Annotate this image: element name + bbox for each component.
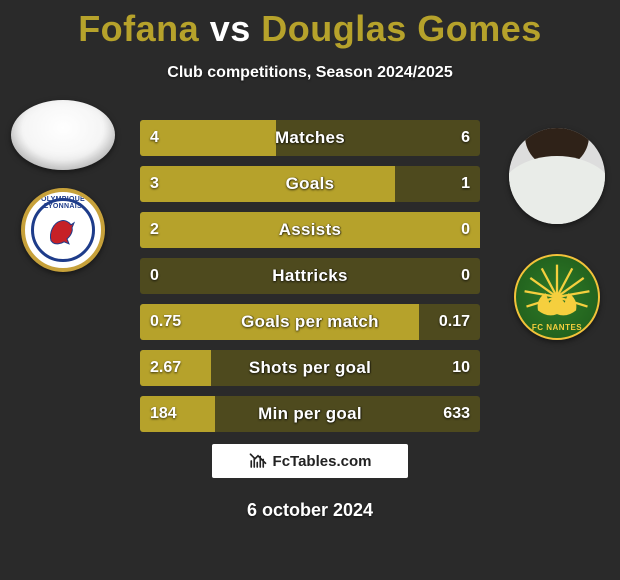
crest-text-lyon: OLYMPIQUE LYONNAIS [25,196,101,210]
player-right-avatar [509,128,605,224]
chart-icon [249,452,267,470]
page-title: Fofana vs Douglas Gomes [0,0,620,50]
comparison-chart: 46Matches 31Goals 20Assists 00Hattricks 0.75… [140,120,480,442]
stat-row: 31Goals [140,166,480,202]
stat-row: 2.6710Shots per goal [140,350,480,386]
stat-label: Min per goal [140,396,480,432]
stat-label: Goals [140,166,480,202]
crest-text-nantes: FC NANTES [516,323,598,332]
title-player-left: Fofana [78,8,199,49]
stat-row: 20Assists [140,212,480,248]
stat-row: 46Matches [140,120,480,156]
player-left-column: OLYMPIQUE LYONNAIS [8,100,118,272]
title-player-right: Douglas Gomes [261,8,542,49]
title-vs: vs [199,8,261,49]
stat-label: Matches [140,120,480,156]
stat-label: Goals per match [140,304,480,340]
club-crest-nantes: FC NANTES [514,254,600,340]
lion-icon [43,211,83,251]
stat-label: Shots per goal [140,350,480,386]
date-text: 6 october 2024 [0,500,620,521]
brand-box[interactable]: FcTables.com [212,444,408,478]
subtitle: Club competitions, Season 2024/2025 [0,64,620,82]
stat-label: Assists [140,212,480,248]
stat-row: 00Hattricks [140,258,480,294]
player-right-column: FC NANTES [502,128,612,340]
stat-label: Hattricks [140,258,480,294]
player-left-avatar [11,100,115,170]
club-crest-lyon: OLYMPIQUE LYONNAIS [21,188,105,272]
brand-text: FcTables.com [273,453,372,470]
stat-row: 0.750.17Goals per match [140,304,480,340]
stat-row: 184633Min per goal [140,396,480,432]
